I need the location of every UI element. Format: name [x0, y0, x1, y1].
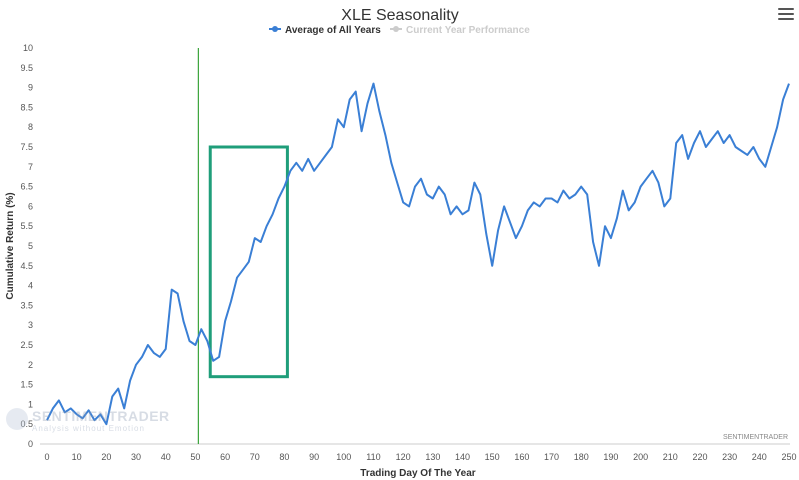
magnifier-icon	[6, 408, 28, 430]
x-tick-label: 110	[366, 452, 380, 462]
menu-icon[interactable]	[778, 8, 794, 22]
y-tick-label: 6.5	[20, 182, 33, 192]
watermark-brand: SENTIMENTRADER	[32, 408, 170, 424]
x-tick-label: 90	[309, 452, 319, 462]
legend-item-current[interactable]: Current Year Performance	[390, 25, 530, 36]
y-axis-ticks: 0 0.5 1 1.5 2 2.5 3 3.5 4 4.5 5 5.5 6 6.5 7 7.5 8 8.5 9 9.5…	[20, 43, 33, 449]
x-tick-label: 190	[603, 452, 618, 462]
y-tick-label: 5.5	[20, 221, 33, 231]
y-tick-label: 8.5	[20, 102, 33, 112]
credit-label: SENTIMENTRADER	[723, 434, 788, 441]
x-tick-label: 30	[131, 452, 141, 462]
y-tick-label: 8	[28, 122, 33, 132]
y-tick-label: 3	[28, 320, 33, 330]
x-tick-label: 200	[633, 452, 648, 462]
x-axis-label: Trading Day Of The Year	[360, 468, 476, 479]
legend-label-average: Average of All Years	[285, 25, 381, 36]
legend-label-current: Current Year Performance	[406, 25, 530, 36]
y-tick-label: 2.5	[20, 340, 33, 350]
y-tick-label: 9.5	[20, 63, 33, 73]
x-tick-label: 70	[250, 452, 260, 462]
legend-item-average[interactable]: Average of All Years	[269, 25, 381, 36]
x-tick-label: 220	[692, 452, 707, 462]
x-tick-label: 120	[396, 452, 411, 462]
x-tick-label: 140	[455, 452, 470, 462]
x-axis-ticks: 0 10 20 30 40 50 60 70 80 90 100 110 120 130 140 150 160…	[44, 452, 796, 462]
y-axis-label: Cumulative Return (%)	[5, 192, 16, 299]
x-tick-label: 60	[220, 452, 230, 462]
y-tick-label: 7	[28, 162, 33, 172]
y-tick-label: 6	[28, 201, 33, 211]
y-tick-label: 9	[28, 83, 33, 93]
x-tick-label: 50	[190, 452, 200, 462]
x-tick-label: 40	[161, 452, 171, 462]
x-tick-label: 10	[72, 452, 82, 462]
y-tick-label: 4	[28, 281, 33, 291]
highlight-box	[208, 145, 289, 379]
x-tick-label: 180	[574, 452, 589, 462]
watermark-tagline: Analysis without Emotion	[32, 424, 145, 433]
x-tick-label: 210	[663, 452, 678, 462]
chart-title: XLE Seasonality	[341, 7, 458, 24]
y-tick-label: 5	[28, 241, 33, 251]
y-tick-label: 4.5	[20, 261, 33, 271]
x-tick-label: 240	[752, 452, 767, 462]
legend: Average of All Years Current Year Perfor…	[269, 25, 530, 36]
y-tick-label: 7.5	[20, 142, 33, 152]
x-tick-label: 20	[101, 452, 111, 462]
watermark-logo: SENTIMENTRADER Analysis without Emotion	[6, 408, 169, 436]
y-tick-label: 10	[23, 43, 33, 53]
x-tick-label: 160	[514, 452, 529, 462]
x-tick-label: 130	[425, 452, 440, 462]
y-tick-label: 0	[28, 439, 33, 449]
x-tick-label: 0	[44, 452, 49, 462]
x-tick-label: 150	[485, 452, 500, 462]
x-tick-label: 170	[544, 452, 559, 462]
y-tick-label: 2	[28, 360, 33, 370]
x-tick-label: 80	[279, 452, 289, 462]
y-tick-label: 0.5	[20, 419, 33, 429]
x-tick-label: 250	[781, 452, 796, 462]
x-tick-label: 230	[722, 452, 737, 462]
y-tick-label: 1	[28, 399, 33, 409]
y-tick-label: 3.5	[20, 300, 33, 310]
y-tick-label: 1.5	[20, 380, 33, 390]
x-tick-label: 100	[336, 452, 351, 462]
series-line-average[interactable]	[46, 82, 790, 426]
